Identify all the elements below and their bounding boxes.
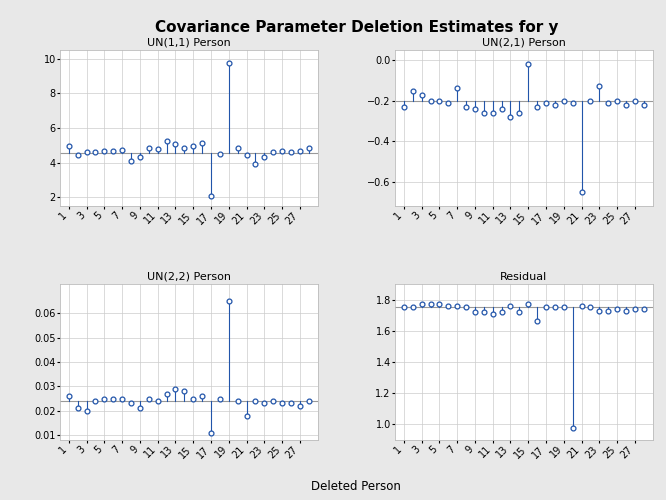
- Text: Deleted Person: Deleted Person: [312, 480, 401, 493]
- Title: UN(1,1) Person: UN(1,1) Person: [147, 38, 230, 48]
- Text: Covariance Parameter Deletion Estimates for y: Covariance Parameter Deletion Estimates …: [155, 20, 558, 35]
- Title: Residual: Residual: [500, 272, 547, 282]
- Title: UN(2,1) Person: UN(2,1) Person: [482, 38, 565, 48]
- Title: UN(2,2) Person: UN(2,2) Person: [147, 272, 231, 282]
